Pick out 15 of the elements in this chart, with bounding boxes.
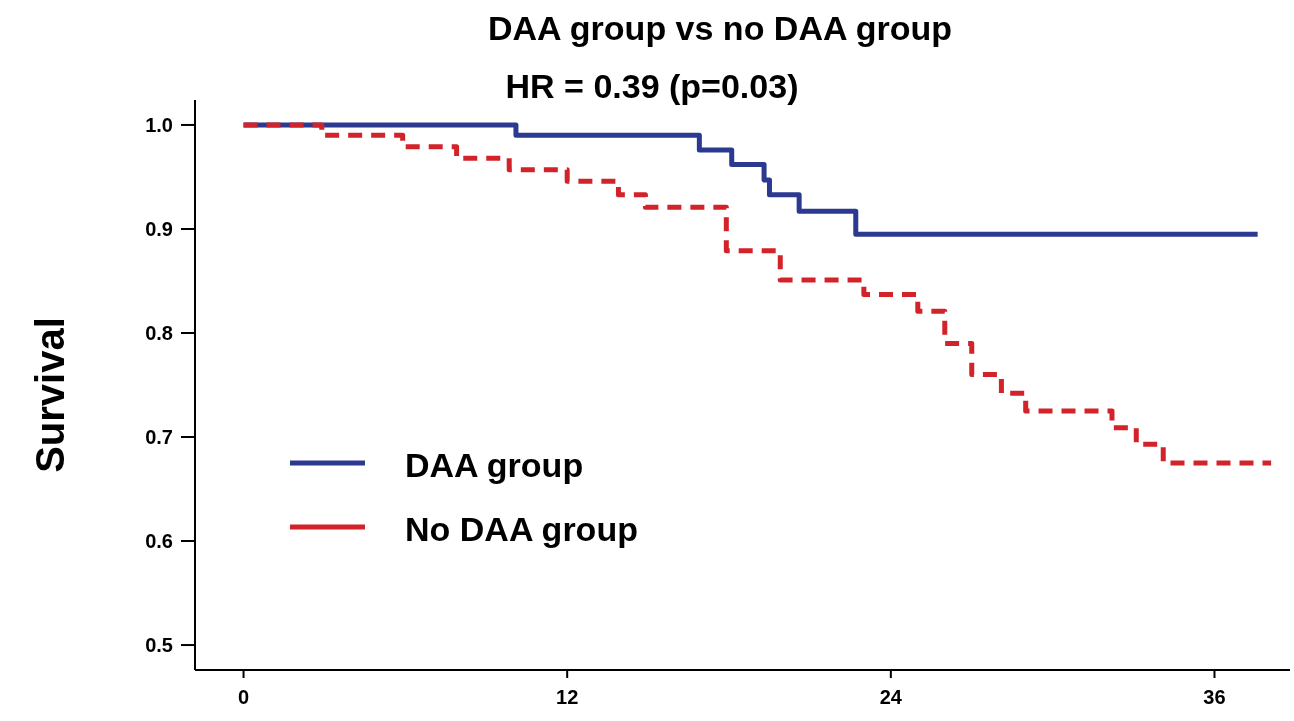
y-tick-label: 1.0: [145, 113, 173, 136]
x-tick-label: 12: [556, 686, 579, 708]
y-tick-label: 0.9: [145, 217, 173, 240]
legend-label: DAA group: [405, 445, 584, 484]
x-tick-label: 36: [1203, 686, 1226, 708]
y-tick-label: 0.7: [145, 426, 173, 449]
legend-label: No DAA group: [405, 509, 638, 548]
chart-subtitle: HR = 0.39 (p=0.03): [505, 67, 799, 105]
y-tick-label: 0.6: [145, 530, 173, 553]
chart-title: DAA group vs no DAA group: [488, 9, 952, 47]
y-tick-label: 0.5: [145, 634, 173, 657]
y-tick-label: 0.8: [145, 321, 173, 344]
y-axis-title: Survival: [28, 317, 72, 473]
x-tick-label: 0: [237, 686, 250, 708]
x-tick-label: 24: [879, 686, 903, 708]
